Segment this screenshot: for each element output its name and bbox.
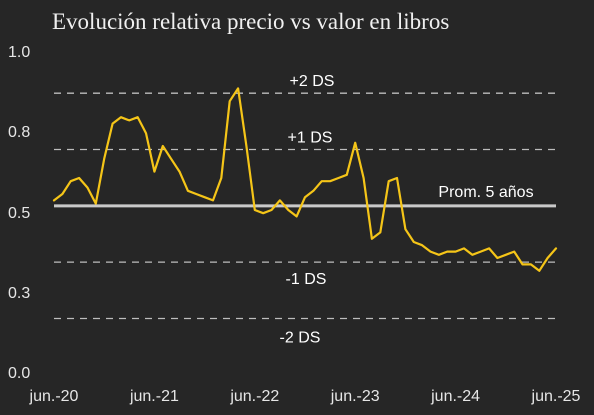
ref-label-minus-2-ds: -2 DS — [280, 329, 321, 346]
x-tick-label: jun.-20 — [29, 388, 79, 405]
ref-label-minus-1-ds: -1 DS — [286, 271, 327, 288]
ref-label-plus2-ds: +2 DS — [290, 73, 335, 90]
ref-label-prom-5-anos: Prom. 5 años — [438, 184, 533, 201]
chart-title: Evolución relativa precio vs valor en li… — [52, 9, 450, 34]
x-tick-label: jun.-25 — [531, 388, 581, 405]
y-tick-label: 0.3 — [8, 285, 30, 302]
x-tick-label: jun.-23 — [330, 388, 380, 405]
ref-label-plus1-ds: +1 DS — [288, 130, 333, 147]
y-tick-label: 1.0 — [8, 44, 30, 61]
y-tick-label: 0.5 — [8, 205, 30, 222]
x-tick-label: jun.-24 — [430, 388, 480, 405]
series-group — [52, 87, 558, 272]
y-tick-label: 0.8 — [8, 124, 30, 141]
x-axis-ticks: jun.-20 jun.-21 jun.-22 jun.-23 jun.-24 jun.-… — [29, 388, 581, 405]
y-tick-label: 0.0 — [8, 365, 30, 382]
reference-labels: +2 DS +1 DS Prom. 5 años -1 DS -2 DS — [280, 73, 534, 346]
reference-lines — [54, 92, 556, 320]
x-tick-label: jun.-22 — [229, 388, 279, 405]
series-line-0 — [52, 87, 558, 272]
y-axis-ticks: 1.0 0.8 0.5 0.3 0.0 — [8, 44, 30, 382]
x-tick-label: jun.-21 — [129, 388, 179, 405]
